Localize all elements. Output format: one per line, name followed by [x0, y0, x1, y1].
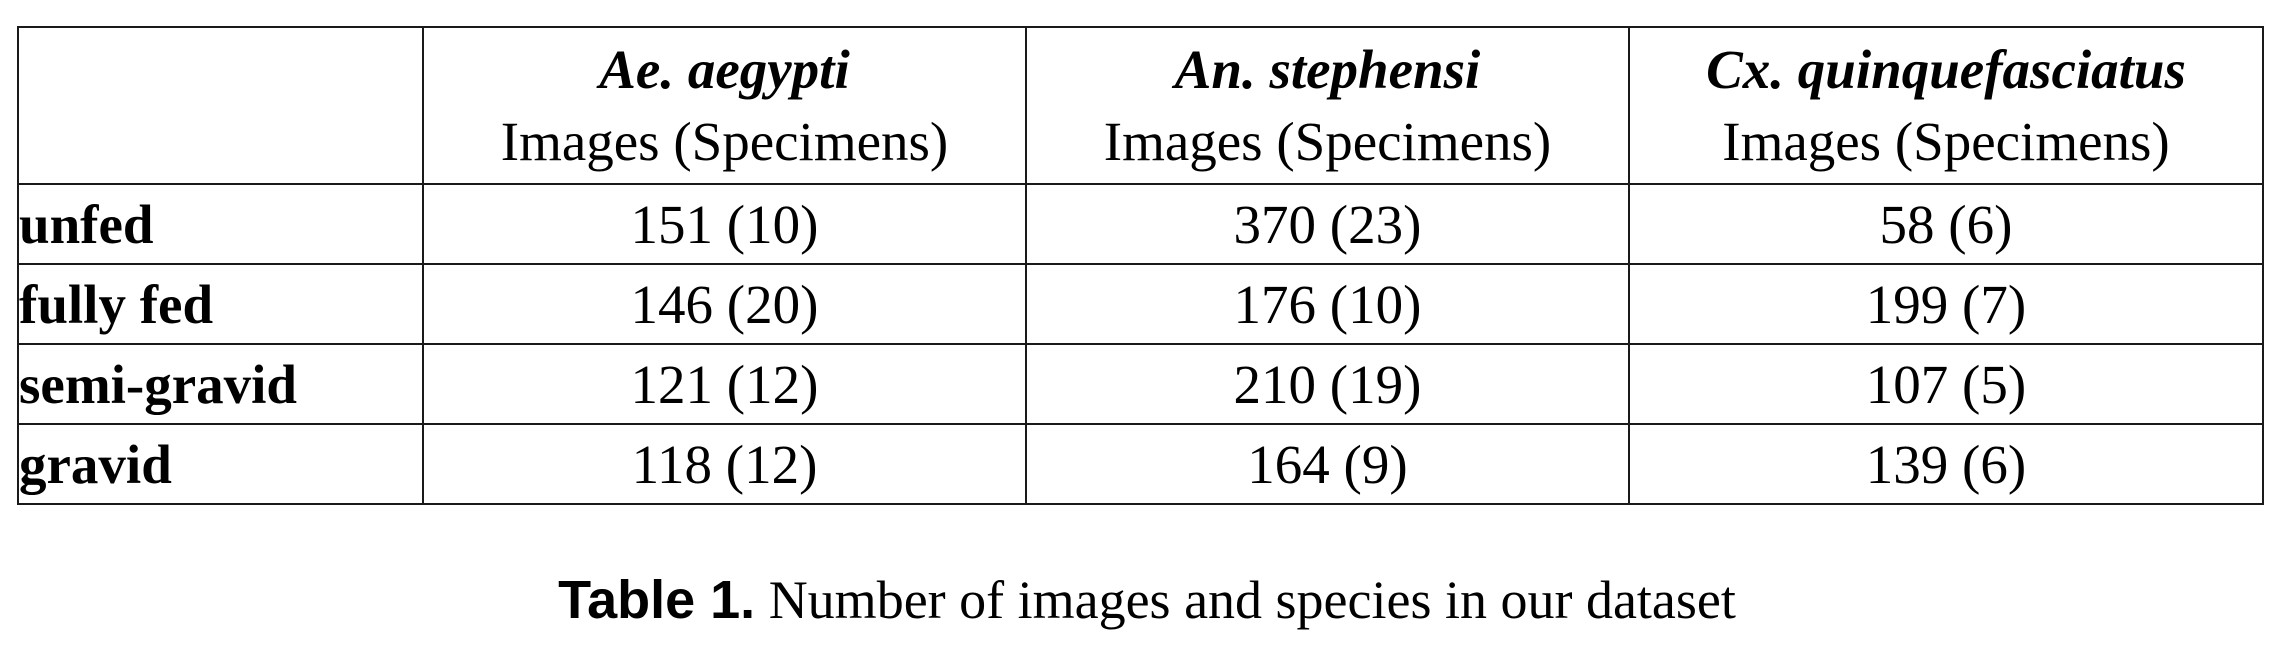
table-cell: 151 (10) [422, 183, 1027, 265]
table-row: unfed 151 (10) 370 (23) 58 (6) [17, 183, 2264, 265]
table-cell: 58 (6) [1628, 183, 2264, 265]
data-table: Ae. aegypti Images (Specimens) An. steph… [17, 26, 2264, 505]
column-header: Cx. quinquefasciatus Images (Specimens) [1628, 26, 2264, 185]
species-name: Cx. quinquefasciatus [1706, 38, 2186, 100]
table-row: gravid 118 (12) 164 (9) 139 (6) [17, 423, 2264, 505]
table-cell: 370 (23) [1025, 183, 1630, 265]
table-cell: 107 (5) [1628, 343, 2264, 425]
table-cell: 164 (9) [1025, 423, 1630, 505]
caption-text: Number of images and species in our data… [768, 570, 1736, 630]
table-row: semi-gravid 121 (12) 210 (19) 107 (5) [17, 343, 2264, 425]
column-unit: Images (Specimens) [1722, 110, 2170, 172]
row-label: unfed [17, 183, 424, 265]
caption-label: Table 1. [558, 570, 756, 630]
table-cell: 121 (12) [422, 343, 1027, 425]
species-name: Ae. aegypti [599, 38, 850, 100]
column-unit: Images (Specimens) [1103, 110, 1552, 172]
column-header: An. stephensi Images (Specimens) [1025, 26, 1630, 185]
table-cell: 118 (12) [422, 423, 1027, 505]
corner-cell [17, 26, 424, 185]
column-header: Ae. aegypti Images (Specimens) [422, 26, 1027, 185]
table-cell: 146 (20) [422, 263, 1027, 345]
table-cell: 210 (19) [1025, 343, 1630, 425]
row-label: semi-gravid [17, 343, 424, 425]
column-unit: Images (Specimens) [500, 110, 949, 172]
row-label: fully fed [17, 263, 424, 345]
table-cell: 139 (6) [1628, 423, 2264, 505]
table-row: fully fed 146 (20) 176 (10) 199 (7) [17, 263, 2264, 345]
table-header-row: Ae. aegypti Images (Specimens) An. steph… [17, 26, 2264, 185]
table-cell: 199 (7) [1628, 263, 2264, 345]
table-cell: 176 (10) [1025, 263, 1630, 345]
table-caption: Table 1. Number of images and species in… [0, 568, 2294, 632]
row-label: gravid [17, 423, 424, 505]
species-name: An. stephensi [1174, 38, 1481, 100]
